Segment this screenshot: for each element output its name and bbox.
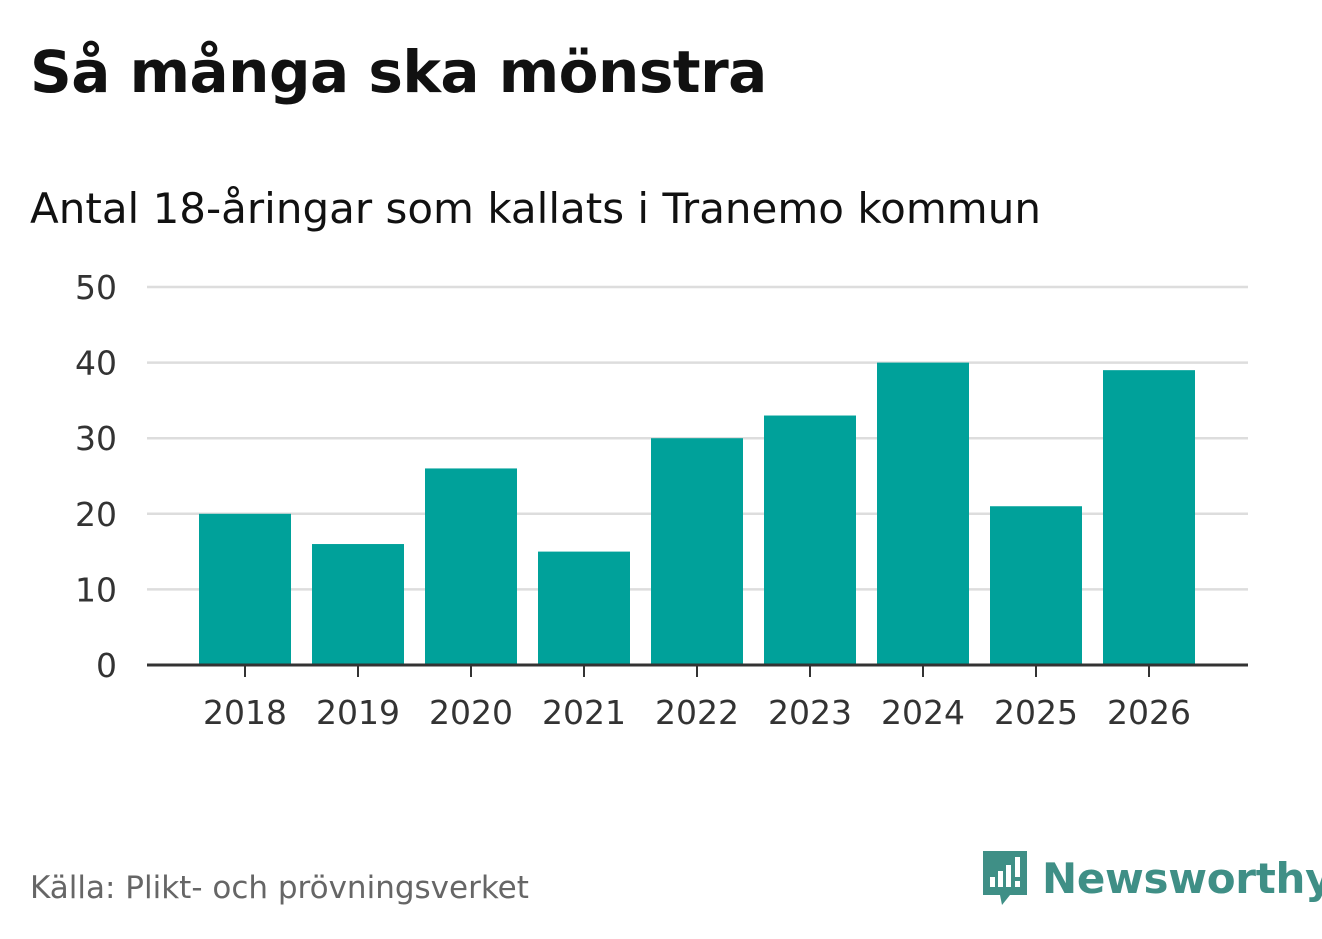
x-tick-label: 2021 [542,693,626,732]
x-tick-label: 2020 [429,693,513,732]
y-tick-label: 20 [75,495,117,534]
y-tick-label: 50 [75,268,117,307]
bar [538,551,630,665]
chart-subtitle: Antal 18-åringar som kallats i Tranemo k… [30,184,1041,233]
x-axis [147,663,1248,677]
y-tick-label: 10 [75,570,117,609]
x-tick-label: 2023 [768,693,852,732]
brand-logo[interactable]: Newsworthy [980,846,1322,910]
y-tick-label: 40 [75,344,117,383]
bar-chart-speech-bubble-icon [983,851,1027,905]
bar-chart: 0 10 20 30 40 50 2018 2019 2020 2021 2022 2023 2024… [75,268,1248,732]
bars [199,362,1195,665]
x-tick-label: 2019 [316,693,400,732]
bar [877,362,969,665]
bar [1103,370,1195,665]
y-tick-label: 30 [75,419,117,458]
bar [764,415,856,665]
bar [425,468,517,665]
source-note: Källa: Plikt- och prövningsverket [30,870,529,906]
bar [651,438,743,665]
x-tick-label: 2022 [655,693,739,732]
y-tick-labels: 0 10 20 30 40 50 [75,268,117,685]
x-tick-label: 2026 [1107,693,1191,732]
bar [312,544,404,665]
x-tick-label: 2024 [881,693,965,732]
bar [990,506,1082,665]
x-tick-label: 2025 [994,693,1078,732]
chart-title: Så många ska mönstra [30,38,767,106]
bar [199,513,291,665]
x-tick-label: 2018 [203,693,287,732]
brand-name: Newsworthy [1042,853,1322,903]
y-tick-label: 0 [96,646,117,685]
x-tick-labels: 2018 2019 2020 2021 2022 2023 2024 2025 2026 [203,693,1191,732]
